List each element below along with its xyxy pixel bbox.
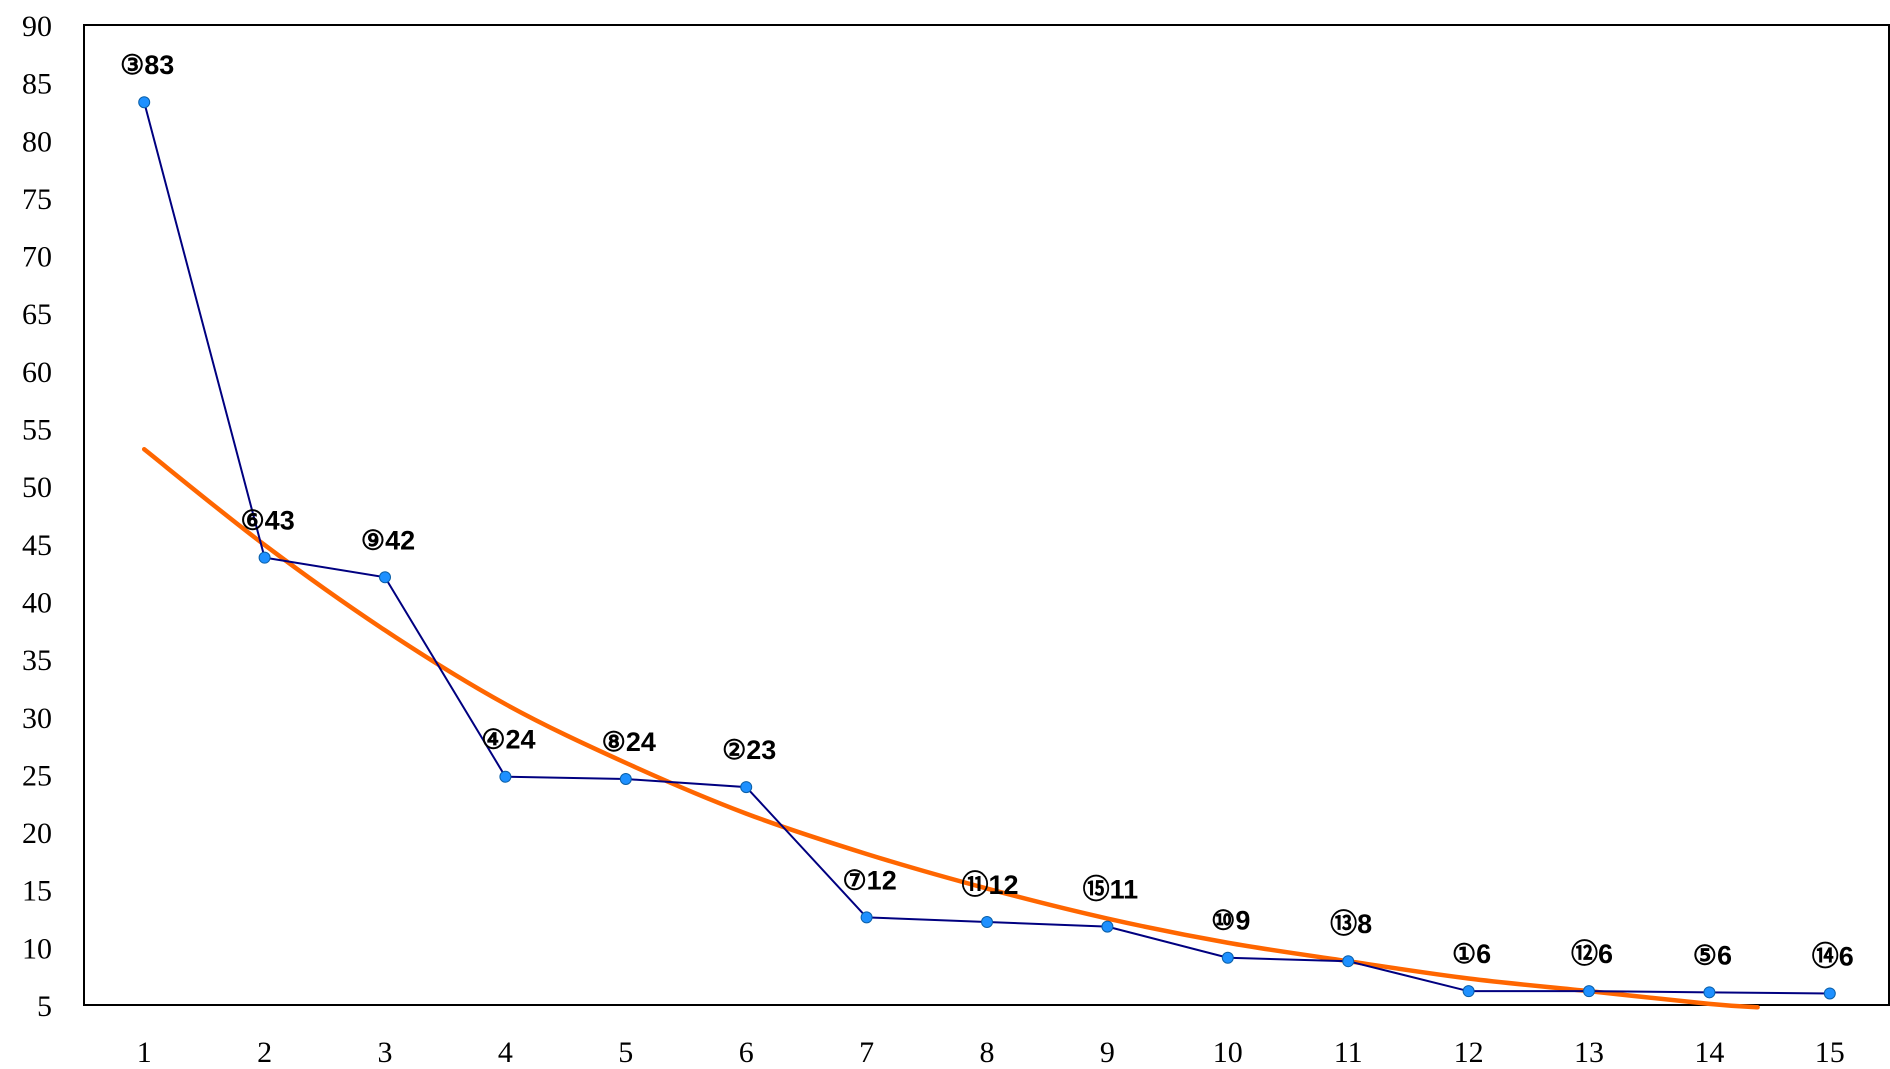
x-tick-label: 8 bbox=[980, 1036, 995, 1069]
y-axis-ticks: 5 10 15 20 25 30 35 40 45 50 55 60 65 70 75 80 85 90 bbox=[22, 10, 52, 1023]
data-label: ⑪12 bbox=[961, 869, 1018, 900]
y-tick-label: 60 bbox=[22, 356, 52, 389]
y-tick-label: 15 bbox=[22, 875, 52, 908]
y-tick-label: 45 bbox=[22, 529, 52, 562]
data-point bbox=[860, 911, 873, 924]
data-point bbox=[981, 915, 993, 928]
data-label: ⑭6 bbox=[1812, 940, 1854, 971]
y-tick-label: 30 bbox=[22, 702, 52, 735]
data-label: ⑮11 bbox=[1083, 874, 1139, 905]
x-axis-ticks: 1 2 3 4 5 6 7 8 9 10 11 12 13 14 15 bbox=[137, 1036, 1845, 1069]
data-point bbox=[740, 781, 753, 794]
y-tick-label: 10 bbox=[22, 932, 52, 965]
data-label: ⑫6 bbox=[1571, 938, 1613, 969]
y-tick-label: 50 bbox=[22, 471, 52, 504]
x-tick-label: 12 bbox=[1454, 1036, 1484, 1069]
trendline-curve bbox=[141, 447, 1760, 1010]
data-label: ⑬8 bbox=[1330, 908, 1372, 939]
data-point bbox=[1342, 955, 1355, 968]
data-point bbox=[1462, 985, 1475, 998]
data-label: ①6 bbox=[1452, 939, 1491, 969]
x-tick-label: 4 bbox=[498, 1036, 513, 1069]
x-tick-label: 3 bbox=[378, 1036, 393, 1069]
plot-area-frame bbox=[83, 24, 1890, 1006]
y-tick-label: 85 bbox=[22, 68, 52, 101]
data-point bbox=[619, 773, 632, 786]
data-label: ④24 bbox=[481, 725, 535, 755]
data-label: ②23 bbox=[722, 735, 776, 765]
y-tick-label: 5 bbox=[37, 990, 52, 1023]
data-point bbox=[1823, 987, 1836, 1000]
x-tick-label: 5 bbox=[618, 1036, 633, 1069]
data-label: ⑩9 bbox=[1211, 906, 1250, 936]
y-tick-label: 40 bbox=[22, 586, 52, 619]
x-tick-label: 13 bbox=[1574, 1036, 1604, 1069]
y-tick-label: 80 bbox=[22, 125, 52, 158]
data-point bbox=[1221, 951, 1234, 964]
data-label: ③83 bbox=[120, 50, 174, 80]
data-label: ⑧24 bbox=[602, 727, 656, 757]
y-tick-label: 90 bbox=[22, 10, 52, 43]
y-tick-label: 25 bbox=[22, 759, 52, 792]
x-tick-label: 15 bbox=[1815, 1036, 1845, 1069]
data-point bbox=[1583, 985, 1595, 998]
data-label: ⑥43 bbox=[240, 506, 294, 536]
data-point bbox=[258, 551, 271, 564]
data-point bbox=[379, 571, 391, 584]
data-point bbox=[499, 770, 512, 783]
series bbox=[138, 96, 1836, 1000]
y-tick-label: 20 bbox=[22, 817, 52, 850]
data-point bbox=[1101, 920, 1114, 933]
x-tick-label: 6 bbox=[739, 1036, 754, 1069]
x-tick-label: 1 bbox=[137, 1036, 152, 1069]
data-labels: ③83 ⑥43 ⑨42 ④24 ⑧24 ②23 ⑦12 ⑪12 ⑮11 ⑩9 ⑬8 ①6 ⑫6 ⑤6 ⑭6 bbox=[120, 50, 1854, 971]
x-tick-label: 10 bbox=[1213, 1036, 1243, 1069]
y-tick-label: 65 bbox=[22, 298, 52, 331]
data-label: ⑤6 bbox=[1693, 940, 1732, 970]
data-label: ⑨42 bbox=[361, 525, 415, 555]
x-tick-label: 14 bbox=[1694, 1036, 1724, 1069]
data-point bbox=[1703, 986, 1716, 999]
data-label: ⑦12 bbox=[842, 865, 896, 895]
trendline bbox=[141, 447, 1760, 1010]
y-tick-label: 75 bbox=[22, 183, 52, 216]
y-tick-label: 55 bbox=[22, 414, 52, 447]
x-tick-label: 11 bbox=[1334, 1036, 1363, 1069]
y-tick-label: 70 bbox=[22, 241, 52, 274]
x-tick-label: 9 bbox=[1100, 1036, 1115, 1069]
data-point bbox=[138, 96, 151, 109]
x-tick-label: 2 bbox=[257, 1036, 272, 1069]
x-tick-label: 7 bbox=[859, 1036, 874, 1069]
y-tick-label: 35 bbox=[22, 644, 52, 677]
